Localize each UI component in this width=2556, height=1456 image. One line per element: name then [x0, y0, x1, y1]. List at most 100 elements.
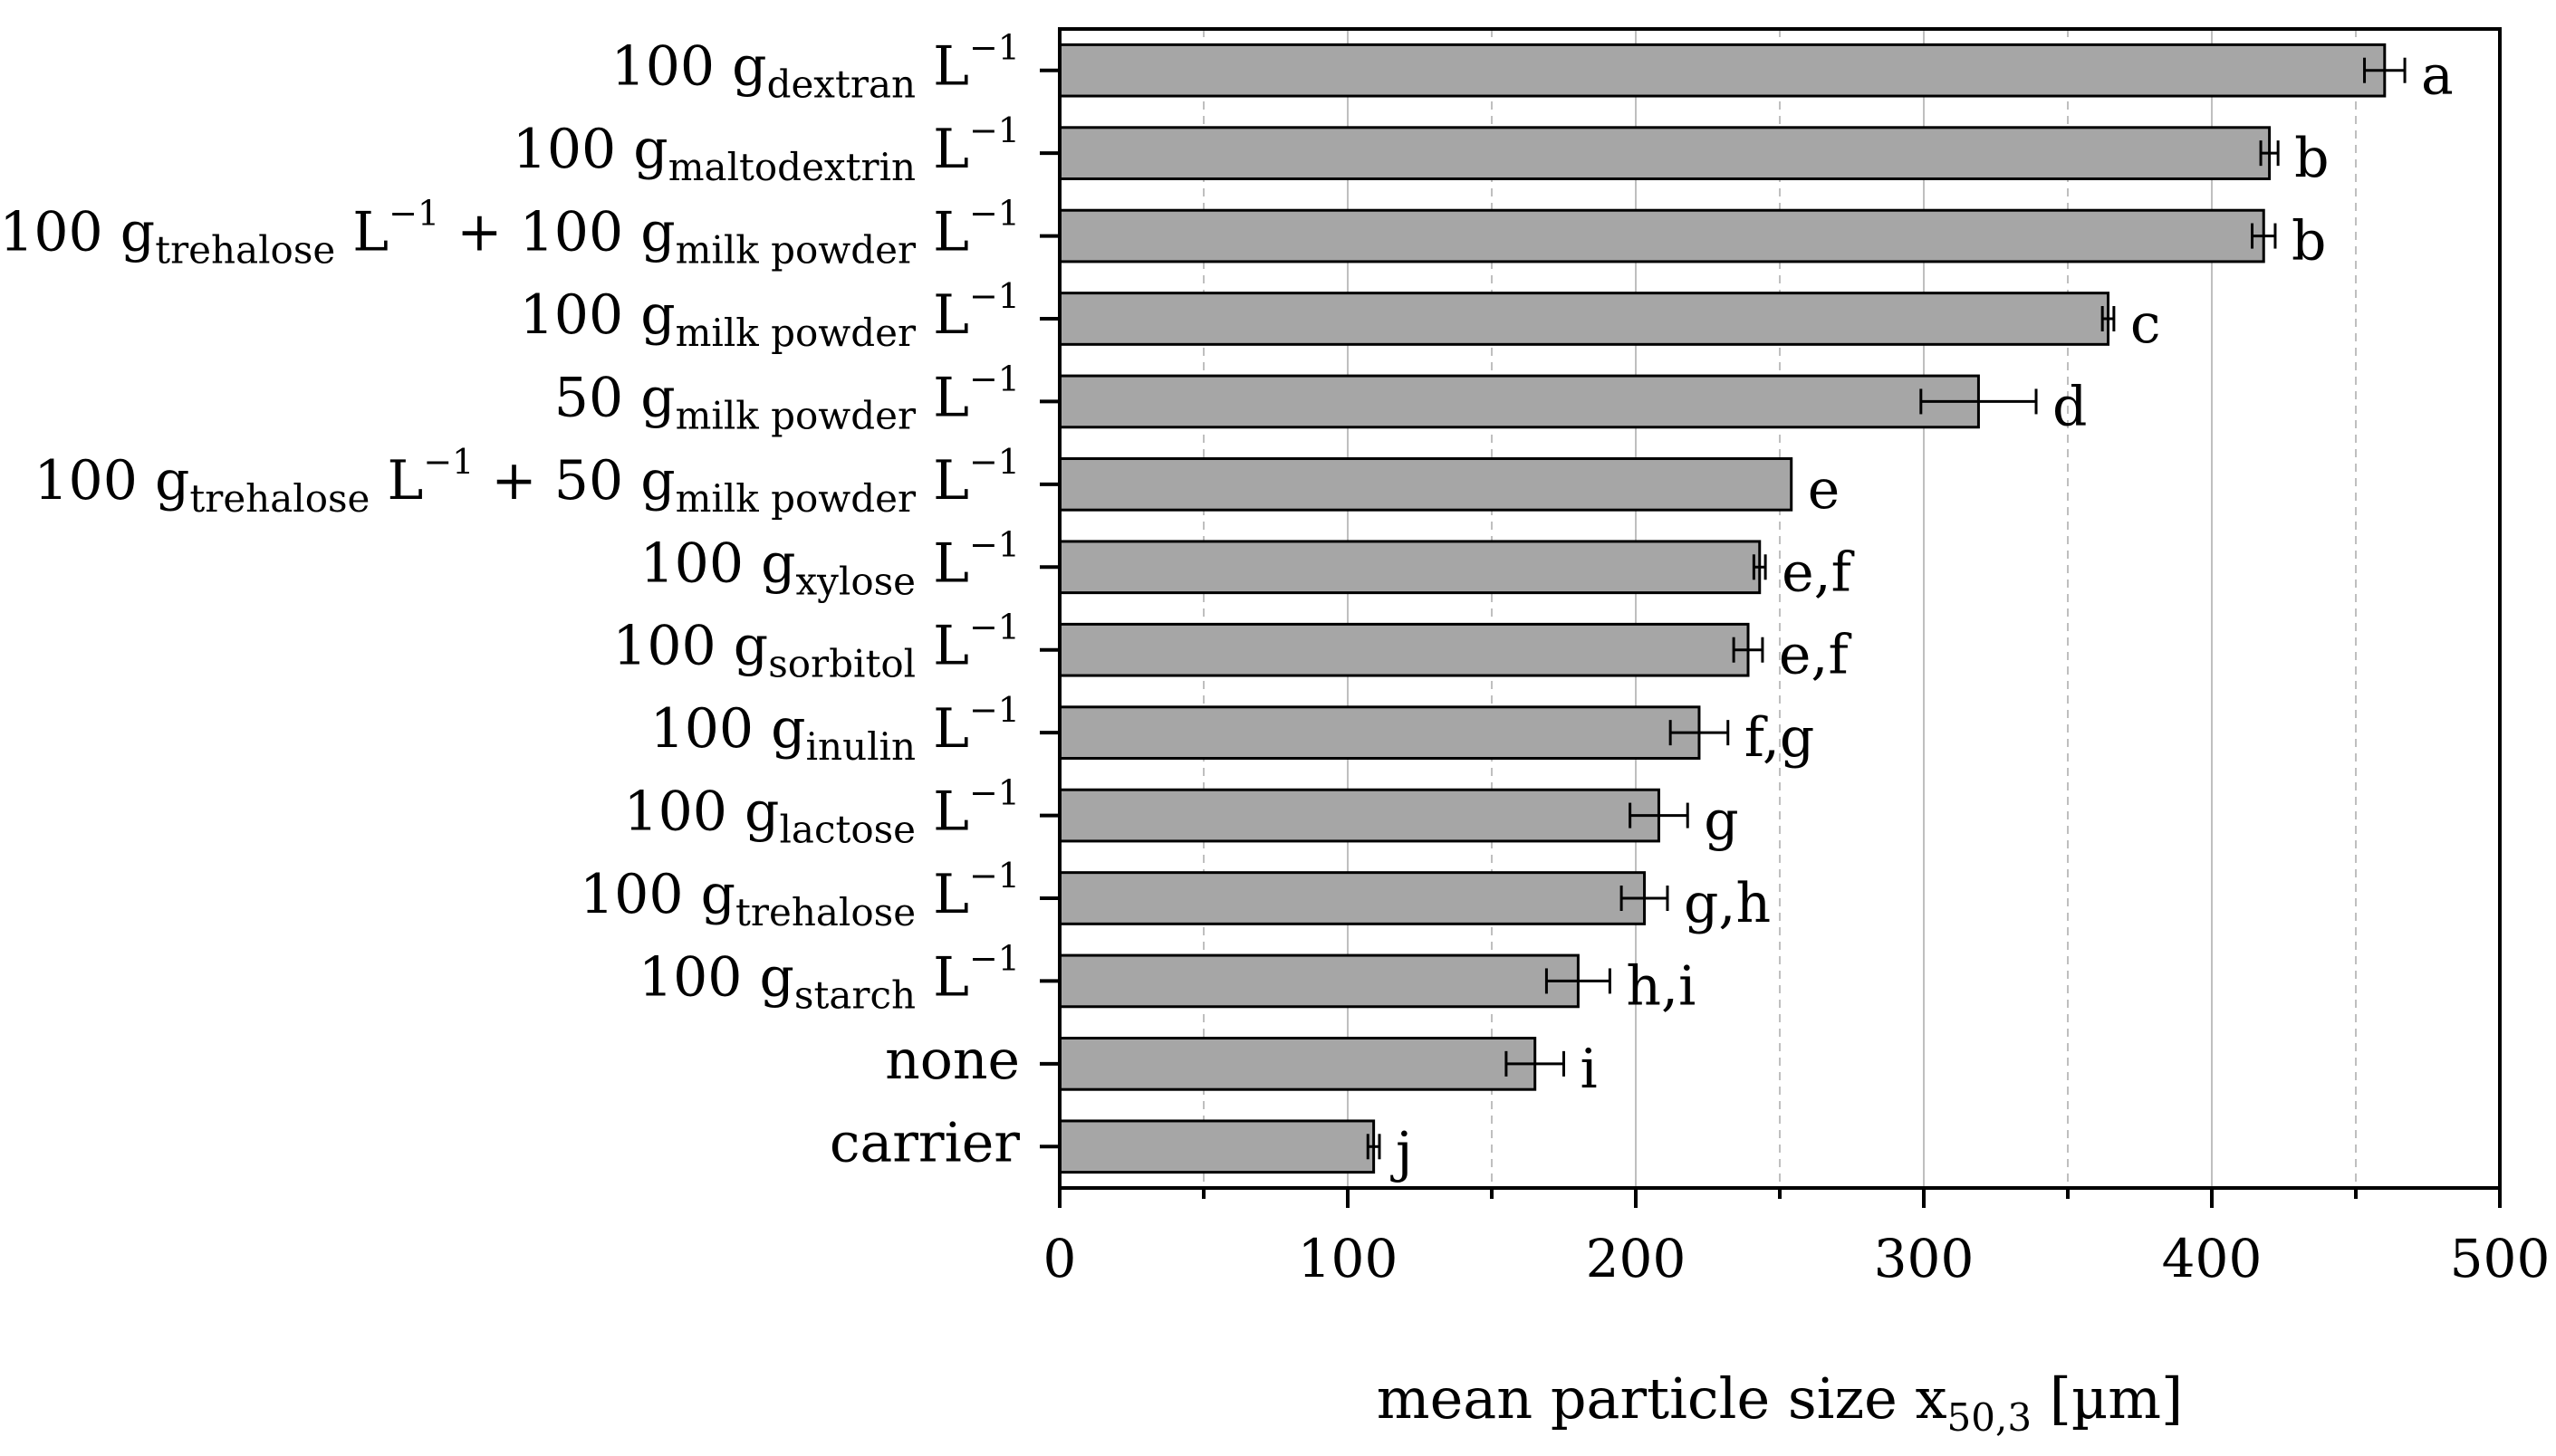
significance-label: g,h: [1684, 872, 1771, 935]
category-label-part: inulin: [806, 724, 916, 769]
category-label-part: −1: [969, 608, 1020, 647]
x-tick-label: 400: [2162, 1228, 2263, 1289]
category-label-part: sorbitol: [768, 642, 916, 686]
category-label-part: −1: [969, 524, 1020, 564]
category-label-part: milk powder: [676, 228, 917, 273]
category-label-part: trehalose: [189, 476, 370, 521]
bar: [1058, 540, 1762, 595]
category-label: none: [885, 1029, 1020, 1092]
category-label-part: dextran: [767, 62, 916, 107]
significance-label: h,i: [1626, 954, 1696, 1018]
significance-label: j: [1390, 1120, 1413, 1183]
bar: [1058, 953, 1580, 1009]
significance-label: e,f: [1779, 624, 1852, 687]
category-label-part: milk powder: [676, 393, 917, 437]
category-label-part: −1: [969, 359, 1020, 398]
significance-label: a: [2421, 44, 2454, 108]
category-label-part: milk powder: [676, 311, 917, 355]
category-label-part: milk powder: [676, 476, 917, 521]
category-label-part: L: [916, 615, 969, 678]
category-label-part: 100 g: [611, 35, 767, 99]
category-label: 100 gxylose L−1: [639, 524, 1020, 603]
category-label: 100 glactose L−1: [623, 773, 1020, 852]
category-label-part: 100 g: [0, 201, 155, 264]
category-label: 100 ginulin L−1: [650, 690, 1020, 769]
category-label-part: L: [916, 118, 969, 181]
x-tick-label: 100: [1298, 1228, 1398, 1289]
category-label-part: −1: [969, 938, 1020, 978]
bars: [1058, 43, 2387, 1174]
significance-label: e: [1808, 458, 1840, 522]
significance-labels: a bb cd e e,f e,f f,gg g,h h,i i j: [1390, 44, 2454, 1184]
category-label-part: −1: [969, 276, 1020, 316]
bar: [1058, 1037, 1537, 1091]
category-label-part: −1: [969, 28, 1020, 68]
bar: [1058, 43, 2387, 98]
category-label-part: 100 g: [639, 945, 794, 1009]
category-label-part: L: [916, 697, 969, 761]
category-label: 100 gmilk powder L−1: [520, 276, 1020, 355]
x-axis-title: mean particle size x50,3 [µm]: [1377, 1365, 2183, 1440]
significance-label: e,f: [1782, 541, 1855, 604]
category-label-part: + 50 g: [474, 449, 675, 512]
category-label-part: carrier: [830, 1111, 1020, 1174]
category-label-part: −1: [389, 194, 439, 234]
category-label-part: L: [916, 532, 969, 595]
axis-ticks: [1040, 68, 2502, 1208]
category-label: 100 gmaltodextrin L−1: [513, 110, 1020, 189]
category-label-part: 50 g: [554, 366, 676, 429]
significance-label: f,g: [1744, 706, 1815, 770]
category-label-part: L: [916, 781, 969, 844]
category-label: 100 gdextran L−1: [611, 28, 1020, 107]
x-tick-label: 300: [1874, 1228, 1975, 1289]
bar: [1058, 374, 1980, 429]
bar: [1058, 788, 1660, 843]
category-label-part: −1: [969, 194, 1020, 234]
category-label: carrier: [830, 1111, 1020, 1174]
x-tick-label: 200: [1586, 1228, 1686, 1289]
x-tick-label: 500: [2450, 1228, 2551, 1289]
bar: [1058, 1119, 1376, 1174]
significance-label: c: [2130, 292, 2161, 356]
category-label-part: −1: [969, 773, 1020, 813]
category-label-part: −1: [969, 442, 1020, 482]
significance-label: i: [1581, 1038, 1598, 1101]
x-tick-label: 0: [1043, 1228, 1077, 1289]
bar: [1058, 292, 2110, 346]
category-label-part: L: [370, 449, 423, 512]
category-label-part: 100 g: [513, 118, 668, 181]
gridlines: [1203, 29, 2357, 1188]
category-label-part: xylose: [796, 559, 917, 603]
category-label-part: + 100 g: [439, 201, 675, 264]
category-label-part: L: [335, 201, 389, 264]
category-label-part: none: [885, 1029, 1020, 1092]
category-label-part: 100 g: [650, 697, 806, 761]
significance-label: b: [2294, 127, 2329, 190]
category-label: 100 gtrehalose L−1: [580, 856, 1020, 934]
category-label: 100 gtrehalose L−1 + 100 gmilk powder L−…: [0, 194, 1020, 273]
category-label-part: −1: [969, 110, 1020, 150]
category-label: 100 gsorbitol L−1: [612, 608, 1020, 686]
category-label-part: 100 g: [612, 615, 768, 678]
category-label: 50 gmilk powder L−1: [554, 359, 1020, 437]
category-label-part: starch: [794, 972, 916, 1017]
significance-label: b: [2292, 210, 2326, 273]
category-label-part: −1: [969, 856, 1020, 896]
category-label-part: lactose: [779, 808, 916, 852]
category-label-part: L: [916, 449, 969, 512]
category-label-part: trehalose: [155, 228, 335, 273]
category-label-part: L: [916, 945, 969, 1009]
significance-label: g: [1704, 790, 1738, 853]
category-label-part: 100 g: [520, 283, 676, 347]
significance-label: d: [2052, 375, 2087, 438]
category-label-part: 100 g: [639, 532, 795, 595]
bar: [1058, 457, 1793, 512]
category-label-part: −1: [423, 442, 474, 482]
category-label-part: L: [916, 35, 969, 99]
category-label-part: −1: [969, 690, 1020, 730]
category-label: 100 gtrehalose L−1 + 50 gmilk powder L−1: [34, 442, 1020, 521]
category-label-part: 100 g: [34, 449, 189, 512]
category-label-part: L: [916, 863, 969, 926]
